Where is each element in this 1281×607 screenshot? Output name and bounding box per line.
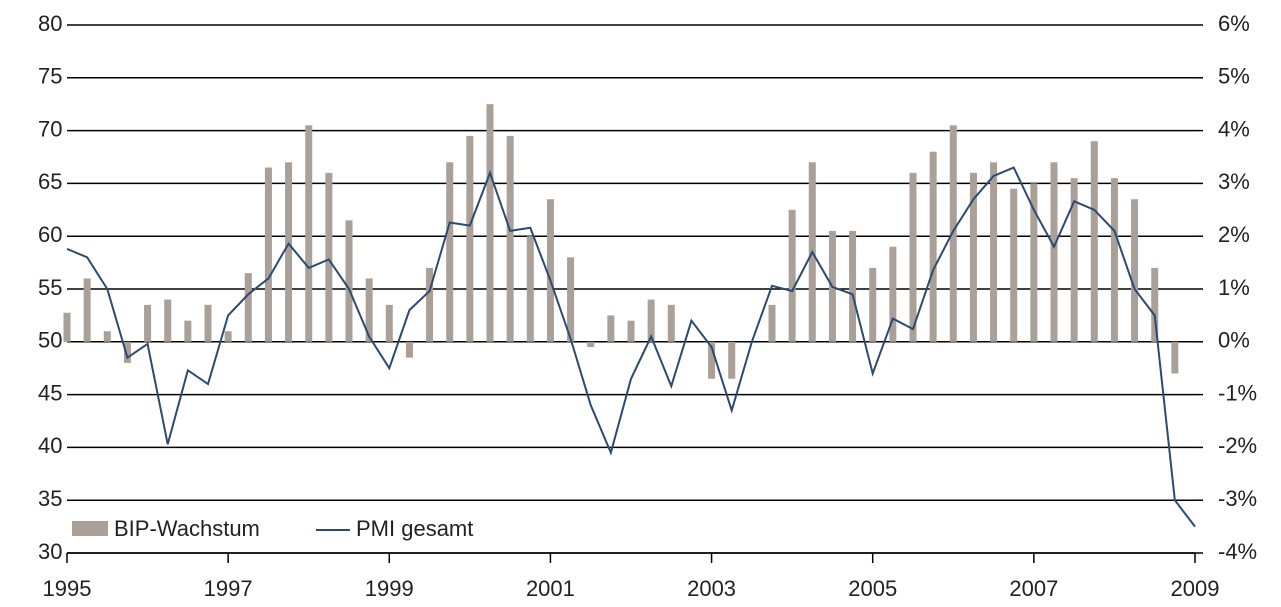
- bar: [506, 135, 514, 342]
- bar: [788, 209, 796, 342]
- y-tick-label: 40: [38, 433, 62, 458]
- y2-tick-label: 1%: [1218, 275, 1250, 300]
- bar: [647, 299, 655, 342]
- x-tick-label: 2005: [848, 576, 897, 601]
- bar: [1070, 178, 1078, 342]
- y2-tick-label: 6%: [1218, 11, 1250, 36]
- y2-tick-label: 3%: [1218, 169, 1250, 194]
- bar: [607, 315, 615, 342]
- bar: [466, 135, 474, 342]
- bar: [909, 172, 917, 342]
- bar: [63, 312, 71, 342]
- bar: [385, 304, 393, 342]
- y2-tick-label: -4%: [1218, 539, 1257, 564]
- bar: [849, 230, 857, 342]
- legend-label: BIP-Wachstum: [114, 516, 260, 541]
- x-tick-label: 1997: [204, 576, 253, 601]
- bar: [869, 267, 877, 342]
- bar: [1090, 141, 1098, 342]
- bar: [264, 167, 272, 342]
- bar: [224, 331, 232, 342]
- bar: [244, 273, 252, 342]
- bar: [405, 341, 413, 358]
- bar: [1131, 199, 1139, 342]
- bar: [1010, 188, 1018, 342]
- bar: [949, 125, 957, 342]
- legend-background: [66, 514, 506, 544]
- bar: [728, 341, 736, 379]
- x-tick-label: 2009: [1171, 576, 1220, 601]
- y-tick-label: 55: [38, 275, 62, 300]
- bar: [768, 304, 776, 342]
- bar: [83, 278, 91, 342]
- y-tick-label: 75: [38, 64, 62, 89]
- y-tick-label: 60: [38, 222, 62, 247]
- x-tick-label: 1999: [365, 576, 414, 601]
- bar: [1171, 341, 1179, 374]
- legend-swatch: [72, 521, 108, 536]
- bar: [1050, 162, 1058, 342]
- y2-tick-label: 0%: [1218, 328, 1250, 353]
- legend-label: PMI gesamt: [356, 516, 473, 541]
- y-tick-label: 50: [38, 328, 62, 353]
- y2-tick-label: -3%: [1218, 486, 1257, 511]
- bar: [969, 172, 977, 342]
- bar: [667, 304, 675, 342]
- bar: [123, 341, 131, 363]
- bar: [365, 278, 373, 342]
- bar: [1030, 183, 1038, 342]
- bar: [889, 246, 897, 342]
- x-tick-label: 2003: [687, 576, 736, 601]
- bar: [345, 220, 353, 342]
- y2-tick-label: -2%: [1218, 433, 1257, 458]
- bar: [567, 257, 575, 342]
- y2-tick-label: -1%: [1218, 380, 1257, 405]
- y-tick-label: 35: [38, 486, 62, 511]
- bar: [526, 236, 534, 342]
- x-tick-label: 2007: [1009, 576, 1058, 601]
- y2-tick-label: 4%: [1218, 116, 1250, 141]
- bar: [486, 104, 494, 342]
- bar: [204, 304, 212, 342]
- bar: [285, 162, 293, 342]
- bar: [587, 341, 595, 348]
- bar: [325, 172, 333, 342]
- y-tick-label: 65: [38, 169, 62, 194]
- x-tick-label: 1995: [43, 576, 92, 601]
- y-tick-label: 45: [38, 380, 62, 405]
- bar: [627, 320, 635, 342]
- bar: [144, 304, 152, 342]
- bar: [990, 162, 998, 342]
- bar: [446, 162, 454, 342]
- y2-tick-label: 5%: [1218, 64, 1250, 89]
- bar: [929, 151, 937, 342]
- bar: [546, 199, 554, 342]
- y-tick-label: 70: [38, 116, 62, 141]
- bar: [426, 267, 434, 342]
- line: [66, 166, 1196, 528]
- y2-tick-label: 2%: [1218, 222, 1250, 247]
- bar: [708, 341, 716, 379]
- bar: [184, 320, 192, 342]
- y-tick-label: 30: [38, 539, 62, 564]
- y-tick-label: 80: [38, 11, 62, 36]
- bar: [164, 299, 172, 342]
- x-tick-label: 2001: [526, 576, 575, 601]
- bar: [1110, 178, 1118, 342]
- bar: [1151, 267, 1159, 342]
- bar: [103, 331, 111, 342]
- bar: [305, 125, 313, 342]
